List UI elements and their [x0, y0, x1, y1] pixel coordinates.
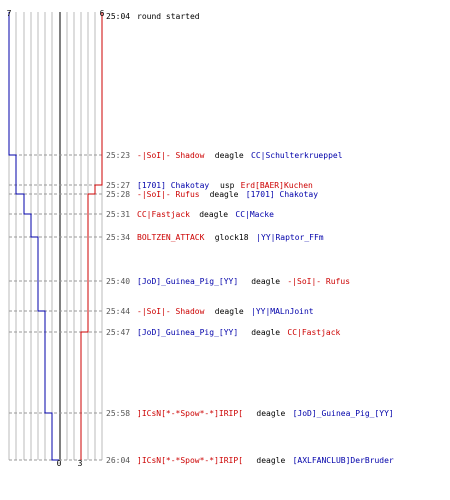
- red-team-start-count: 6: [100, 9, 105, 18]
- kill-event-row: 25:28 -|SoI|- Rufus deagle [1701] Chakotay: [106, 190, 318, 199]
- red-team-steps: [80, 12, 103, 460]
- killer-name: BOLTZEN_ATTACK: [137, 233, 205, 242]
- blue-team-steps: [8, 12, 59, 461]
- victim-name: Erd[BAER]Kuchen: [241, 181, 313, 190]
- weapon-name: deagle: [210, 190, 239, 199]
- red-team-end-count: 3: [78, 459, 83, 468]
- victim-name: CC|Macke: [235, 210, 274, 219]
- victim-name: -|SoI|- Rufus: [287, 277, 350, 286]
- killer-name: ]ICsN[*-*Spow*-*]IRIP[: [137, 456, 243, 465]
- event-time: 25:28: [106, 190, 130, 199]
- victim-name: |YY|Raptor_FFm: [256, 233, 324, 242]
- victim-name: [1701] Chakotay: [246, 190, 318, 199]
- victim-name: |YY|MALnJoint: [251, 307, 314, 316]
- weapon-name: glock18: [215, 233, 249, 242]
- event-time: 25:44: [106, 307, 130, 316]
- kill-event-row: 25:27 [1701] Chakotay usp Erd[BAER]Kuchen: [106, 181, 313, 190]
- killer-name: -|SoI|- Shadow: [137, 151, 205, 160]
- kill-event-row: 25:58 ]ICsN[*-*Spow*-*]IRIP[ deagle [JoD]_G…: [106, 409, 394, 418]
- killer-name: [1701] Chakotay: [137, 181, 209, 190]
- killer-name: [JoD]_Guinea_Pig_[YY]: [137, 277, 238, 286]
- victim-name: [AXLFANCLUB]DerBruder: [293, 456, 394, 465]
- event-time: 25:31: [106, 210, 130, 219]
- weapon-name: deagle: [215, 307, 244, 316]
- kill-feed: 25:23 -|SoI|- Shadow deagle CC|Schulterkrue…: [106, 151, 394, 465]
- kill-event-row: 25:34 BOLTZEN_ATTACK glock18 |YY|Raptor_FFm: [106, 233, 324, 242]
- killer-name: -|SoI|- Shadow: [137, 307, 205, 316]
- alive-count-steps: [8, 12, 103, 461]
- weapon-name: deagle: [199, 210, 228, 219]
- victim-name: CC|Schulterkrueppel: [251, 151, 343, 160]
- weapon-name: deagle: [215, 151, 244, 160]
- kill-event-row: 25:47 [JoD]_Guinea_Pig_[YY] deagle CC|Fastj…: [106, 328, 341, 337]
- event-guides: [9, 154, 104, 461]
- event-time: 25:40: [106, 277, 130, 286]
- kill-event-row: 25:40 [JoD]_Guinea_Pig_[YY] deagle -|SoI|- …: [106, 277, 350, 286]
- event-time: 25:27: [106, 181, 130, 190]
- weapon-name: deagle: [256, 409, 285, 418]
- event-time: 25:23: [106, 151, 130, 160]
- victim-name: CC|Fastjack: [287, 328, 340, 337]
- weapon-name: deagle: [251, 277, 280, 286]
- weapon-name: deagle: [256, 456, 285, 465]
- killer-name: -|SoI|- Rufus: [137, 190, 200, 199]
- event-time: 26:04: [106, 456, 130, 465]
- round-start-label: round started: [137, 12, 200, 21]
- killer-name: ]ICsN[*-*Spow*-*]IRIP[: [137, 409, 243, 418]
- blue-team-end-count: 0: [57, 459, 62, 468]
- kill-event-row: 25:23 -|SoI|- Shadow deagle CC|Schulterkrue…: [106, 151, 343, 160]
- killer-name: [JoD]_Guinea_Pig_[YY]: [137, 328, 238, 337]
- kill-event-row: 25:44 -|SoI|- Shadow deagle |YY|MALnJoint: [106, 307, 314, 316]
- weapon-name: deagle: [251, 328, 280, 337]
- kill-event-row: 25:31 CC|Fastjack deagle CC|Macke: [106, 210, 274, 219]
- event-time: 25:34: [106, 233, 130, 242]
- blue-team-start-count: 7: [7, 9, 12, 18]
- killer-name: CC|Fastjack: [137, 210, 190, 219]
- player-grid: [8, 12, 103, 460]
- round-start-time: 25:04: [106, 12, 130, 21]
- victim-name: [JoD]_Guinea_Pig_[YY]: [293, 409, 394, 418]
- event-time: 25:58: [106, 409, 130, 418]
- weapon-name: usp: [220, 181, 235, 190]
- kill-event-row: 26:04 ]ICsN[*-*Spow*-*]IRIP[ deagle [AXLFAN…: [106, 456, 394, 465]
- event-time: 25:47: [106, 328, 130, 337]
